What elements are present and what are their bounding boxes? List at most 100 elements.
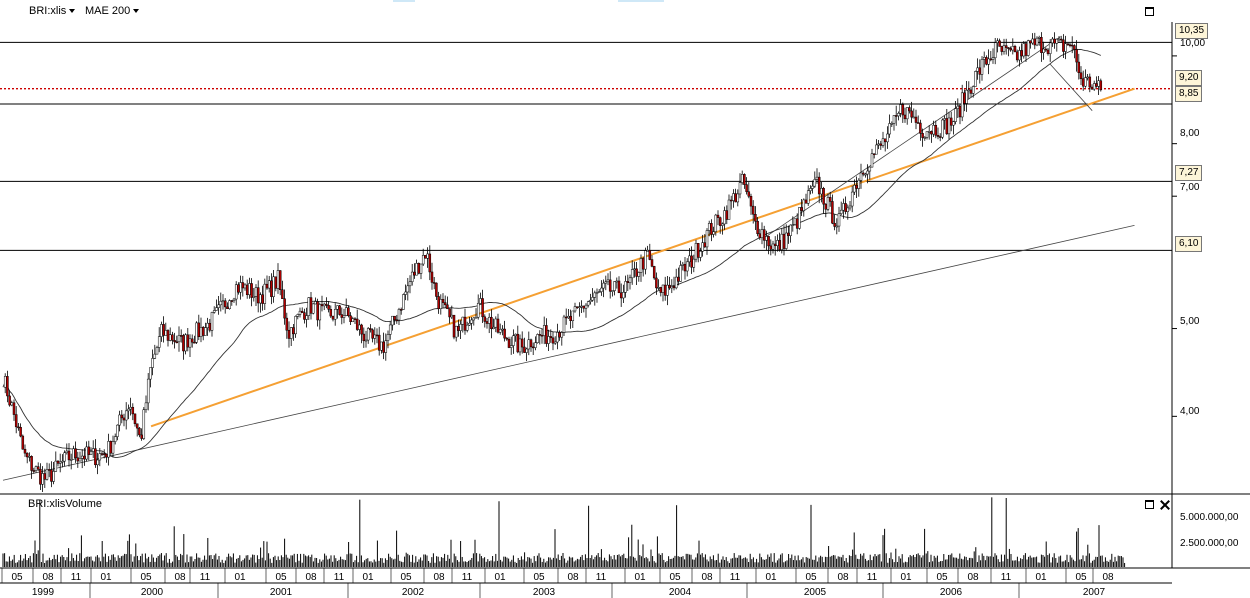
candle-body <box>102 453 106 455</box>
candle-body <box>336 305 339 310</box>
candle-body <box>857 179 861 189</box>
candle-body <box>692 258 696 268</box>
candle-body <box>604 281 608 284</box>
candle-body <box>454 325 458 338</box>
candle-body <box>817 176 821 195</box>
candle-body <box>822 188 825 205</box>
close-icon[interactable] <box>1160 500 1170 510</box>
x-month-label: 08 <box>42 572 54 583</box>
candle-body <box>811 185 814 189</box>
candle-body <box>439 299 443 309</box>
candle-body <box>967 89 971 92</box>
candle-body <box>307 297 311 316</box>
candle-body <box>327 305 330 310</box>
candle-body <box>63 452 66 462</box>
candle-body <box>710 223 713 235</box>
candle-body <box>630 269 634 279</box>
candle-body <box>116 424 119 437</box>
candle-body <box>311 303 315 314</box>
candle-body <box>1057 38 1061 41</box>
candle-body <box>679 265 682 282</box>
candle-body <box>380 341 383 351</box>
candle-body <box>1053 38 1056 44</box>
candle-body <box>732 193 735 201</box>
candle-body <box>94 448 97 466</box>
candle-body <box>974 71 977 87</box>
candle-body <box>681 263 685 266</box>
candle-body <box>993 42 997 59</box>
x-month-label: 05 <box>400 572 412 583</box>
volume-tick-label: 5.000.000,00 <box>1180 512 1239 523</box>
candle-body <box>831 201 834 224</box>
candle-body <box>718 217 722 226</box>
candle-body <box>276 270 280 289</box>
candle-body <box>912 116 916 119</box>
candle-body <box>254 287 258 297</box>
candle-body <box>450 314 454 318</box>
candle-body <box>1099 80 1103 91</box>
candle-body <box>826 197 830 210</box>
candle-body <box>129 406 132 410</box>
candle-body <box>894 115 898 117</box>
candle-body <box>151 358 154 368</box>
candle-body <box>549 336 553 339</box>
volume-panel-title: BRI:xlisVolume <box>28 498 102 510</box>
candle-body <box>879 143 883 146</box>
candle-body <box>617 280 621 294</box>
candle-body <box>971 86 975 94</box>
candle-body <box>611 290 614 292</box>
maximize-icon[interactable] <box>1145 500 1154 509</box>
candle-body <box>514 333 517 336</box>
candle-body <box>331 315 335 320</box>
candle-body <box>1066 43 1070 45</box>
candle-body <box>800 207 803 211</box>
x-month-label: 08 <box>567 572 579 583</box>
candle-body <box>512 335 515 346</box>
candle-body <box>1070 44 1074 47</box>
candle-body <box>3 376 7 388</box>
candle-body <box>404 291 407 295</box>
indicator-dropdown[interactable]: MAE 200 <box>85 5 140 17</box>
candle-body <box>371 329 374 339</box>
candle-body <box>182 335 185 352</box>
candle-body <box>872 153 876 155</box>
x-month-label: 05 <box>1075 572 1087 583</box>
trendline <box>764 36 1061 238</box>
candle-body <box>252 296 256 298</box>
candle-body <box>989 58 993 61</box>
candle-body <box>338 305 341 315</box>
candle-body <box>1022 43 1026 57</box>
candle-body <box>846 207 850 212</box>
candle-body <box>393 315 396 320</box>
candle-body <box>274 276 278 289</box>
candle-body <box>347 307 350 316</box>
candle-body <box>516 333 520 353</box>
candle-body <box>215 307 218 311</box>
candle-body <box>758 233 762 239</box>
candle-body <box>938 136 942 138</box>
candle-body <box>619 292 623 299</box>
candle-body <box>325 303 328 306</box>
candle-body <box>1002 45 1006 52</box>
candle-body <box>538 334 542 336</box>
candle-body <box>483 316 487 322</box>
candle-body <box>155 347 159 355</box>
candle-body <box>459 323 462 331</box>
symbol-dropdown[interactable]: BRI:xlis <box>29 5 76 17</box>
symbol-label: BRI:xlis <box>29 5 67 17</box>
candle-body <box>83 455 86 460</box>
candle-body <box>780 233 784 250</box>
candle-body <box>28 456 31 458</box>
maximize-icon[interactable] <box>1145 7 1154 16</box>
candle-body <box>474 316 478 319</box>
candle-body <box>177 335 181 343</box>
candle-body <box>107 441 110 458</box>
candle-body <box>648 250 652 260</box>
candle-body <box>1004 45 1008 48</box>
trendline <box>2 224 1135 481</box>
candle-body <box>395 319 399 321</box>
candle-body <box>417 263 421 274</box>
candle-body <box>694 243 698 260</box>
candle-body <box>109 441 113 454</box>
